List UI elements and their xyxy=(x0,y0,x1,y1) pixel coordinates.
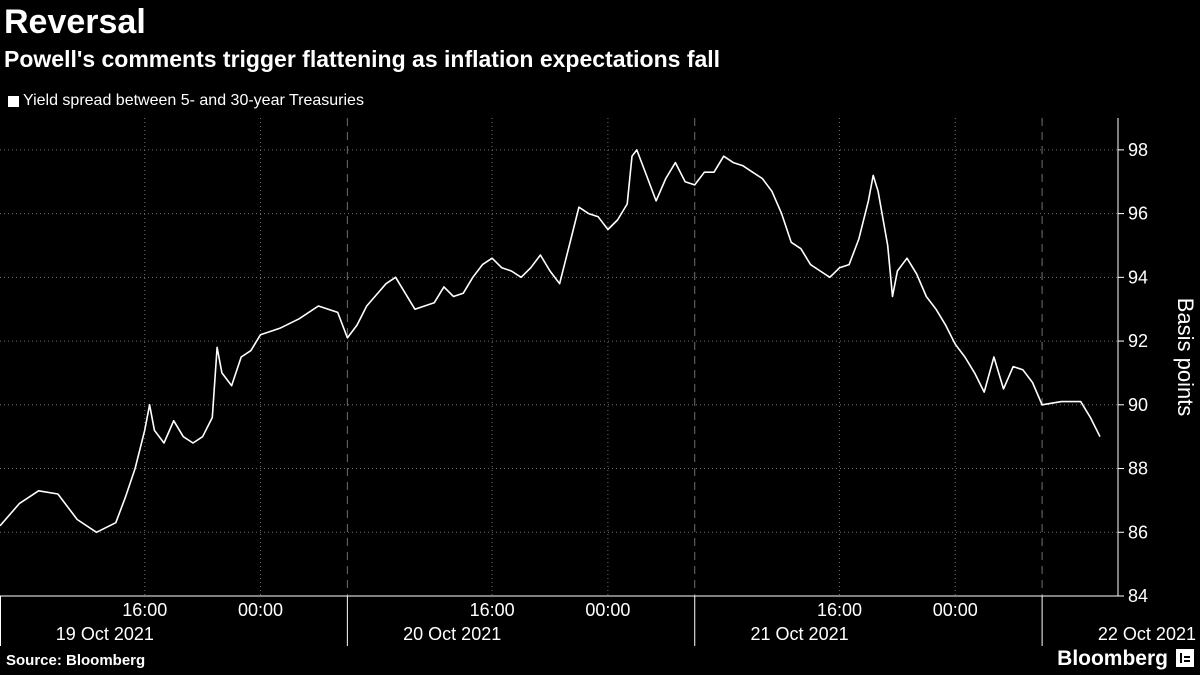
x-date-label: 21 Oct 2021 xyxy=(751,624,849,644)
bloomberg-logo-icon xyxy=(1176,649,1194,667)
chart-subtitle: Powell's comments trigger flattening as … xyxy=(4,46,721,72)
legend: Yield spread between 5- and 30-year Trea… xyxy=(8,91,364,111)
y-tick-label: 96 xyxy=(1128,204,1148,224)
legend-label: Yield spread between 5- and 30-year Trea… xyxy=(23,92,364,109)
x-date-label: 22 Oct 2021 xyxy=(1098,624,1196,644)
y-tick-label: 88 xyxy=(1128,459,1148,479)
x-tick-label: 00:00 xyxy=(585,600,630,620)
brand-wordmark: Bloomberg xyxy=(1057,647,1168,670)
x-date-label: 19 Oct 2021 xyxy=(56,624,154,644)
y-axis-title: Basis points xyxy=(1173,298,1198,417)
y-tick-label: 94 xyxy=(1128,267,1148,287)
y-tick-label: 84 xyxy=(1128,586,1148,606)
y-tick-label: 90 xyxy=(1128,395,1148,415)
y-tick-label: 98 xyxy=(1128,140,1148,160)
chart-title: Reversal xyxy=(4,3,146,41)
source-note: Source: Bloomberg xyxy=(6,652,146,669)
x-tick-label: 16:00 xyxy=(817,600,862,620)
y-tick-label: 86 xyxy=(1128,522,1148,542)
x-tick-label: 00:00 xyxy=(238,600,283,620)
x-tick-label: 00:00 xyxy=(933,600,978,620)
x-tick-label: 16:00 xyxy=(470,600,515,620)
series-layer xyxy=(0,149,1101,534)
x-date-label: 20 Oct 2021 xyxy=(403,624,501,644)
axis-layer: 84 86 88 90 92 94 96 98 Basis points 16:00 00:00 16… xyxy=(0,118,1198,646)
grid-layer xyxy=(0,118,1118,597)
y-tick-label: 92 xyxy=(1128,331,1148,351)
series-line-0 xyxy=(0,149,1101,534)
x-tick-label: 16:00 xyxy=(122,600,167,620)
legend-swatch xyxy=(8,95,19,107)
